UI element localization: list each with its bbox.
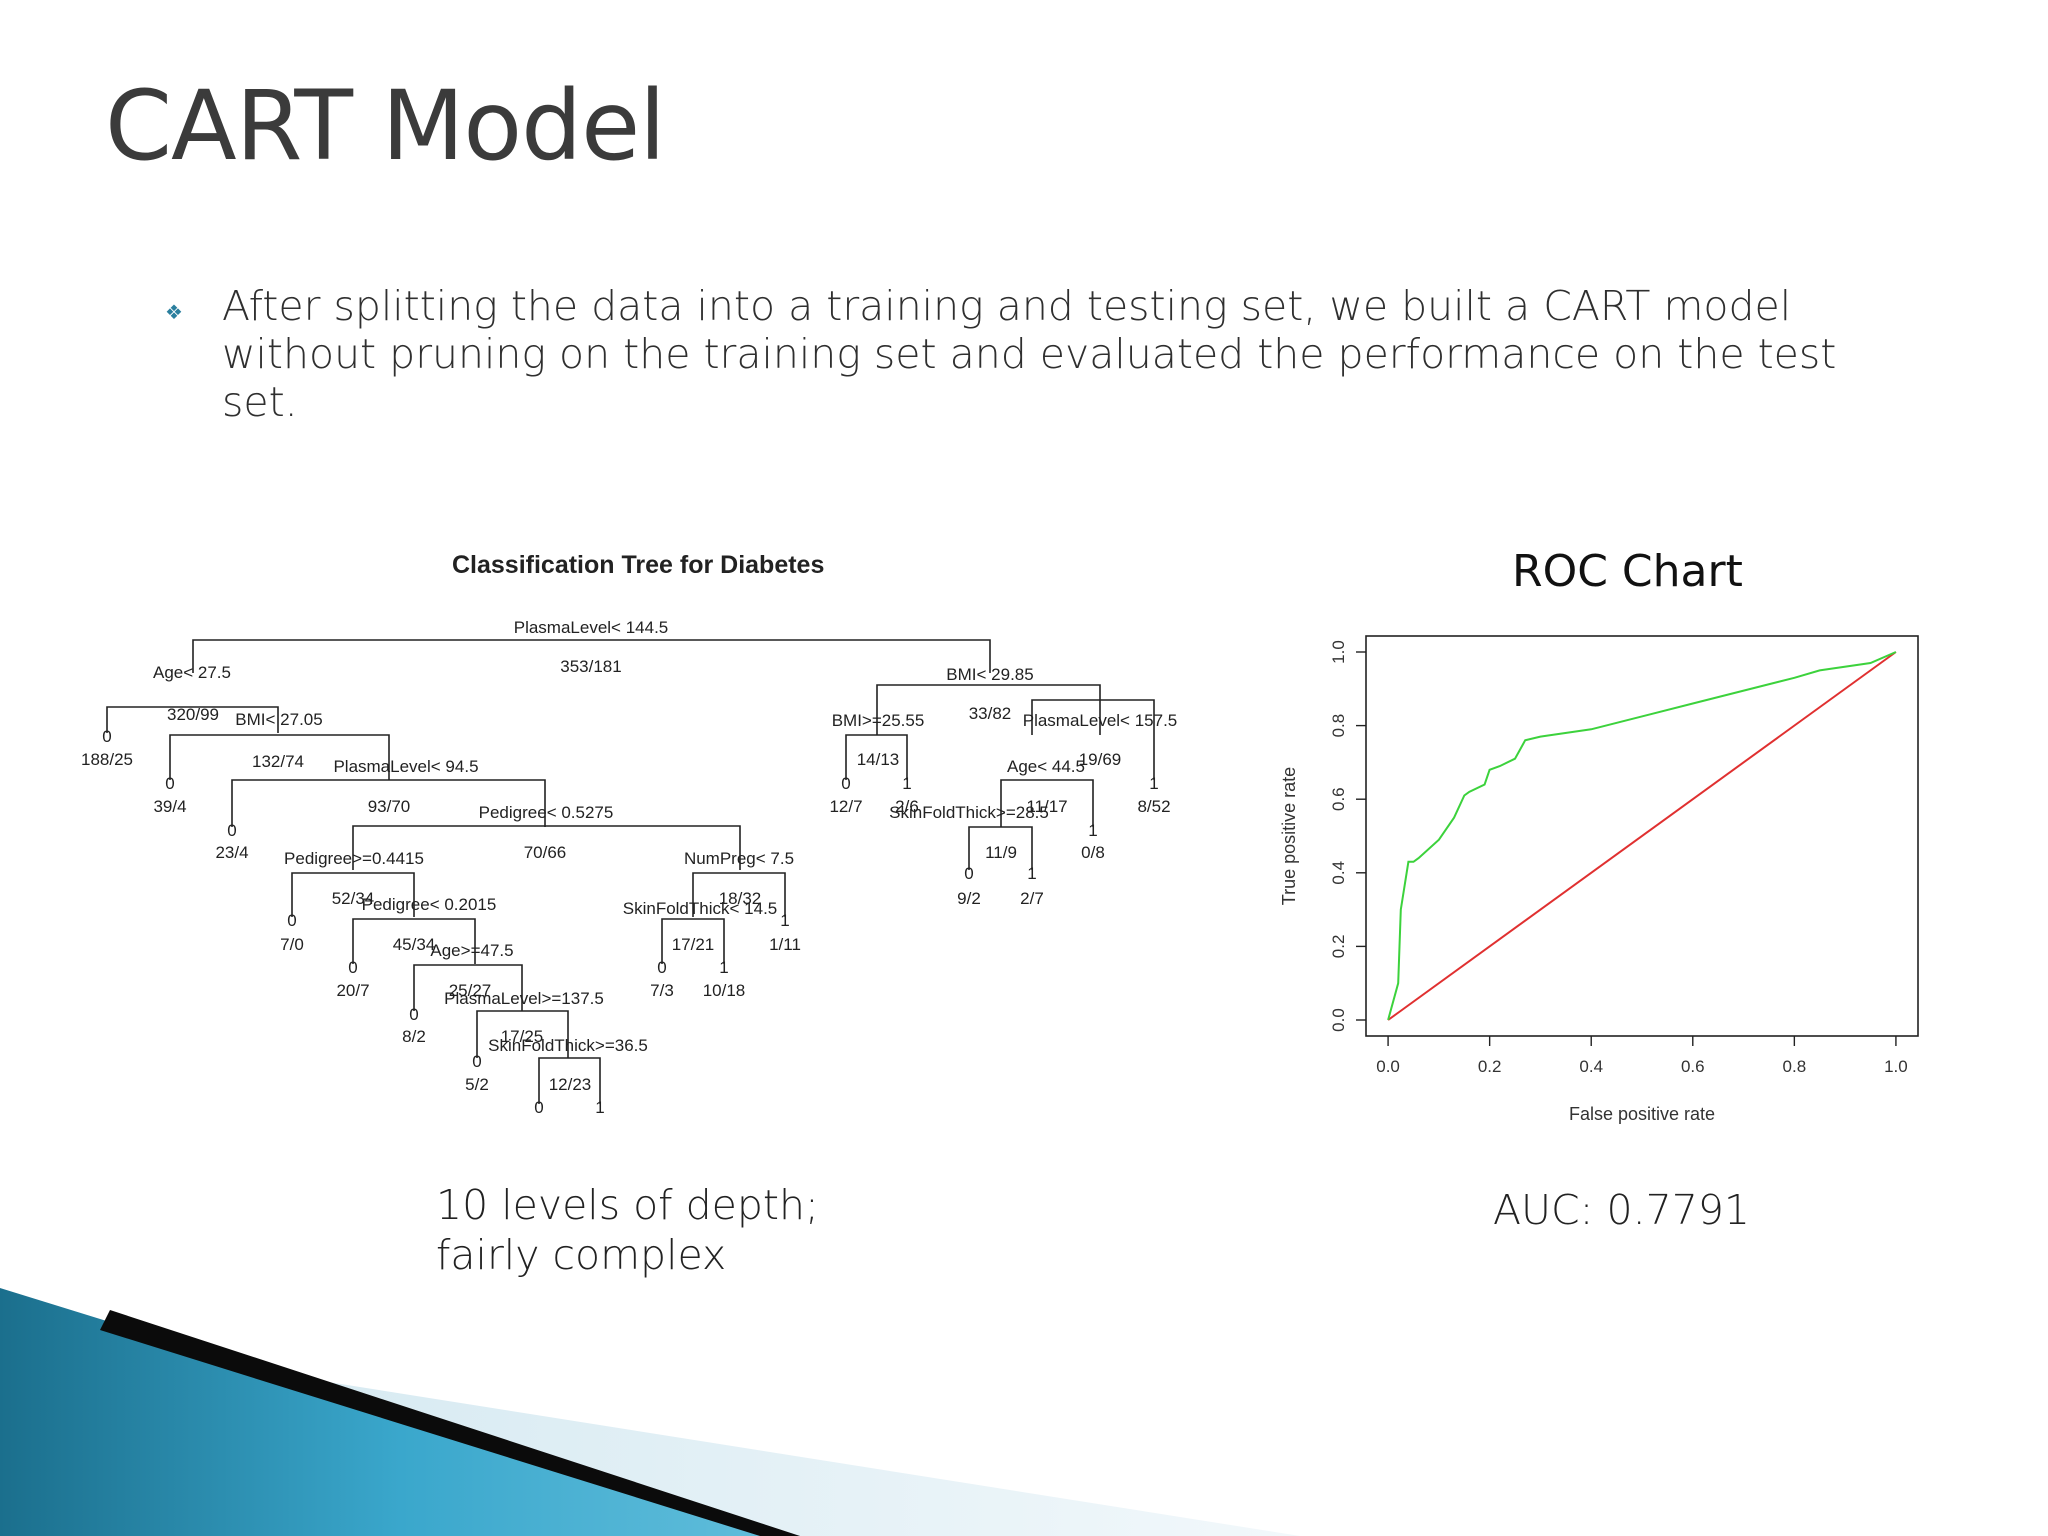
- tree-split-label: NumPreg< 7.5: [684, 849, 794, 868]
- tree-node-count: 70/66: [524, 843, 567, 862]
- tree-node-count: 1/11: [769, 935, 801, 954]
- tree-node-count: 17/25: [501, 1027, 544, 1046]
- roc-title: ROC Chart: [1512, 546, 1743, 597]
- tree-leaf-class: 1: [1149, 774, 1158, 793]
- roc-y-axis-label: True positive rate: [1279, 767, 1299, 905]
- tree-node-count: 11/17: [1026, 797, 1067, 816]
- tree-leaf-class: 0: [657, 958, 666, 977]
- tree-caption-line-2: fairly complex: [436, 1231, 727, 1279]
- tree-node-count: 0/8: [1081, 843, 1105, 862]
- tree-split-label: Age< 27.5: [153, 663, 231, 682]
- tree-node-count: 353/181: [560, 657, 621, 676]
- roc-y-tick-label: 0.0: [1329, 1008, 1348, 1032]
- tree-leaf-class: 1: [719, 958, 728, 977]
- tree-split-label: SkinFoldThick>=28.5: [889, 803, 1049, 822]
- roc-x-tick-label: 0.4: [1579, 1057, 1603, 1076]
- tree-node-count: 8/2: [402, 1027, 426, 1046]
- tree-leaf-class: 0: [534, 1098, 543, 1117]
- tree-leaf-class: 0: [165, 774, 174, 793]
- tree-split-label: Age< 44.5: [1007, 757, 1085, 776]
- tree-split-label: BMI>=25.55: [832, 711, 925, 730]
- tree-split-label: PlasmaLevel>=137.5: [444, 989, 604, 1008]
- roc-x-tick-label: 0.8: [1783, 1057, 1807, 1076]
- bullet-text: After splitting the data into a training…: [222, 282, 1837, 426]
- tree-split-label: BMI< 27.05: [235, 710, 322, 729]
- tree-node-count: 8/52: [1137, 797, 1170, 816]
- tree-leaf-class: 0: [287, 911, 296, 930]
- slide-title: CART Model: [105, 70, 666, 182]
- tree-node-count: 45/34: [393, 935, 436, 954]
- roc-y-tick-label: 0.8: [1329, 714, 1348, 738]
- tree-node-count: 7/3: [650, 981, 674, 1000]
- roc-chart: 0.0 0.0 0.2 0.2 0.4 0.4 0.6 0.6 0.8 0.8 1.0 1.0 Fal…: [1279, 635, 1919, 1124]
- decorative-wedge: [0, 1288, 1300, 1536]
- tree-node-count: 18/32: [719, 889, 762, 908]
- tree-node-count: 39/4: [153, 797, 186, 816]
- classification-tree: PlasmaLevel< 144.5 Age< 27.5 BMI< 27.05 Pla…: [81, 618, 1177, 1117]
- tree-node-count: 5/2: [465, 1075, 489, 1094]
- tree-node-count: 33/82: [969, 704, 1012, 723]
- roc-x-tick-label: 1.0: [1884, 1057, 1908, 1076]
- tree-node-count: 12/7: [829, 797, 862, 816]
- tree-split-label: Pedigree>=0.4415: [284, 849, 424, 868]
- tree-leaf-class: 1: [902, 774, 911, 793]
- tree-leaf-class: 0: [472, 1052, 481, 1071]
- tree-node-count: 52/34: [332, 889, 375, 908]
- tree-node-count: 17/21: [672, 935, 715, 954]
- tree-node-count: 14/13: [857, 750, 900, 769]
- roc-y-tick-label: 0.2: [1329, 935, 1348, 959]
- tree-labels: PlasmaLevel< 144.5 Age< 27.5 BMI< 27.05 Pla…: [81, 618, 1177, 1117]
- tree-split-label: PlasmaLevel< 94.5: [333, 757, 478, 776]
- tree-node-count: 2/6: [895, 797, 919, 816]
- tree-split-label: Pedigree< 0.2015: [362, 895, 497, 914]
- tree-node-count: 23/4: [215, 843, 248, 862]
- tree-split-label: BMI< 29.85: [946, 665, 1033, 684]
- tree-split-label: SkinFoldThick>=36.5: [488, 1036, 648, 1055]
- tree-node-count: 320/99: [167, 705, 219, 724]
- tree-node-count: 9/2: [957, 889, 981, 908]
- tree-split-label: PlasmaLevel< 144.5: [514, 618, 669, 637]
- tree-node-count: 132/74: [252, 752, 304, 771]
- tree-leaf-class: 0: [227, 821, 236, 840]
- roc-y-tick-label: 0.4: [1329, 861, 1348, 885]
- diamond-bullet-icon: ❖: [165, 300, 183, 324]
- auc-caption: AUC: 0.7791: [1493, 1186, 1750, 1234]
- roc-x-axis-label: False positive rate: [1569, 1104, 1715, 1124]
- roc-y-tick-label: 1.0: [1329, 640, 1348, 664]
- tree-leaf-class: 1: [780, 911, 789, 930]
- tree-node-count: 12/23: [549, 1075, 592, 1094]
- tree-leaf-class: 0: [841, 774, 850, 793]
- tree-caption: 10 levels of depth; fairly complex: [436, 1180, 819, 1280]
- tree-node-count: 19/69: [1079, 750, 1122, 769]
- tree-node-count: 93/70: [368, 797, 411, 816]
- tree-split-label: Age>=47.5: [430, 941, 513, 960]
- roc-x-tick-label: 0.6: [1681, 1057, 1705, 1076]
- tree-split-label: SkinFoldThick< 14.5: [623, 899, 778, 918]
- tree-edges: [106, 639, 1155, 1104]
- tree-leaf-class: 0: [964, 864, 973, 883]
- tree-title: Classification Tree for Diabetes: [452, 551, 825, 579]
- tree-node-count: 11/9: [985, 843, 1017, 862]
- roc-diagonal: [1387, 651, 1897, 1021]
- roc-curve: [1387, 651, 1897, 1021]
- tree-node-count: 25/27: [449, 981, 492, 1000]
- tree-split-label: Pedigree< 0.5275: [479, 803, 614, 822]
- roc-x-tick-label: 0.0: [1376, 1057, 1400, 1076]
- tree-node-count: 20/7: [336, 981, 369, 1000]
- tree-leaf-class: 1: [595, 1098, 604, 1117]
- tree-caption-line-1: 10 levels of depth;: [436, 1181, 819, 1229]
- roc-x-tick-label: 0.2: [1478, 1057, 1502, 1076]
- roc-y-tick-label: 0.6: [1329, 787, 1348, 811]
- tree-leaf-class: 1: [1027, 864, 1036, 883]
- roc-plot-frame: [1365, 635, 1919, 1037]
- tree-leaf-class: 0: [102, 727, 111, 746]
- tree-leaf-class: 0: [409, 1005, 418, 1024]
- tree-split-label: PlasmaLevel< 157.5: [1023, 711, 1178, 730]
- tree-leaf-class: 0: [348, 958, 357, 977]
- tree-node-count: 2/7: [1020, 889, 1044, 908]
- tree-node-count: 7/0: [280, 935, 304, 954]
- tree-node-count: 10/18: [703, 981, 746, 1000]
- tree-node-count: 188/25: [81, 750, 133, 769]
- tree-leaf-class: 1: [1088, 821, 1097, 840]
